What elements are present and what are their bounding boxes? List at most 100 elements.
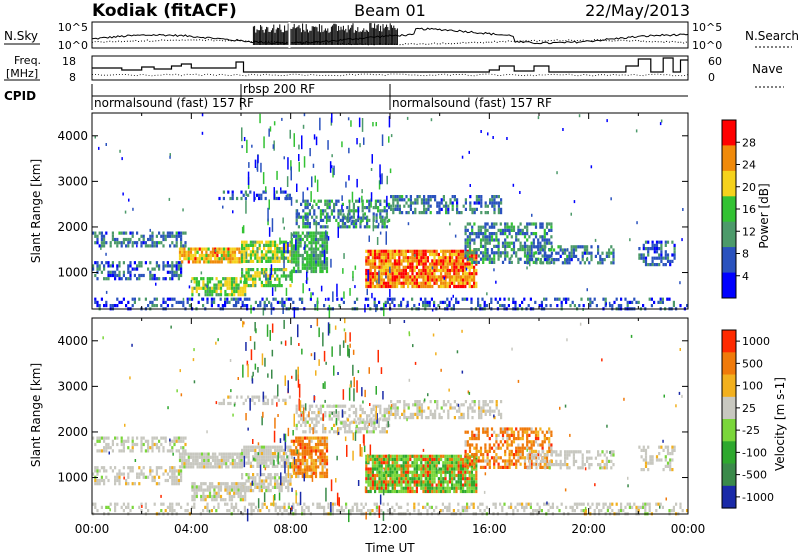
heatmap-cell [409,259,411,262]
heatmap-cell [293,453,295,456]
heatmap-cell [535,258,537,261]
freq-trace [92,58,688,72]
heatmap-cell [464,279,466,282]
heatmap-cell [425,471,427,474]
heatmap-cell [423,201,425,204]
heatmap-cell [498,248,500,251]
heatmap-cell [654,263,656,266]
heatmap-speckle [376,280,378,283]
heatmap-cell [318,206,320,209]
heatmap-cell [624,298,626,301]
heatmap-cell [238,284,240,287]
heatmap-cell [205,489,207,492]
heatmap-cell [400,250,402,253]
heatmap-cell [278,489,280,492]
heatmap-cell [460,464,462,467]
heatmap-cell [367,259,369,262]
heatmap-cell [383,458,385,461]
heatmap-cell [329,219,331,222]
heatmap-cell [353,405,355,408]
heatmap-cell [160,443,162,446]
heatmap-cell [103,268,105,271]
heatmap-cell [207,489,209,492]
heatmap-cell [400,253,402,256]
heatmap-cell [129,469,131,472]
heatmap-cell [475,480,477,483]
heatmap-cell [151,235,153,238]
heatmap-cell [407,256,409,259]
heatmap-speckle [371,168,373,171]
heatmap-speckle [385,275,387,278]
heatmap-cell [647,241,649,244]
heatmap-cell [118,264,120,267]
heatmap-cell [449,403,451,406]
heatmap-cell [405,250,407,253]
heatmap-cell [248,458,250,461]
heatmap-cell [304,456,306,459]
heatmap-cell [370,285,372,288]
heatmap-cell [550,242,552,245]
heatmap-cell [441,416,443,419]
heatmap-cell [252,465,254,468]
heatmap-cell [447,490,449,493]
heatmap-cell [399,198,401,201]
heatmap-cell [469,238,471,241]
heatmap-cell [265,241,267,244]
heatmap-cell [272,298,274,301]
heatmap-speckle [661,120,663,123]
heatmap-cell [242,498,244,501]
heatmap-cell [210,260,212,263]
heatmap-cell [283,479,285,482]
heatmap-cell [561,304,563,307]
heatmap-cell [158,466,160,469]
heatmap-cell [455,461,457,464]
heatmap-cell [343,425,345,428]
heatmap-cell [154,304,156,307]
heatmap-cell [182,449,184,452]
heatmap-cell [311,421,313,424]
heatmap-cell [105,301,107,304]
heatmap-cell [198,489,200,492]
heatmap-cell [121,277,123,280]
heatmap-cell [500,208,502,211]
heatmap-cell [460,477,462,480]
heatmap-cell [200,489,202,492]
heatmap-cell [452,205,454,208]
heatmap-cell [281,458,283,461]
heatmap-cell [643,260,645,263]
heatmap-cell [221,459,223,462]
heatmap-cell [410,413,412,416]
heatmap-cell [429,275,431,278]
heatmap-cell [306,251,308,254]
heatmap-cell [233,495,235,498]
heatmap-cell [427,208,429,211]
heatmap-cell [424,304,426,307]
heatmap-cell [416,477,418,480]
heatmap-cell [466,484,468,487]
heatmap-cell [475,490,477,493]
heatmap-cell [438,211,440,214]
heatmap-cell [250,446,252,449]
heatmap-cell [431,458,433,461]
heatmap-cell [232,194,234,197]
heatmap-cell [179,459,181,462]
heatmap-cell [103,449,105,452]
heatmap-cell [183,462,185,465]
heatmap-cell [243,250,245,253]
heatmap-cell [467,440,469,443]
heatmap-cell [411,455,413,458]
heatmap-cell [283,452,285,455]
heatmap-cell [254,253,256,256]
heatmap-cell [211,287,213,290]
heatmap-cell [557,258,559,261]
heatmap-cell [378,425,380,428]
heatmap-cell [477,304,479,307]
heatmap-cell [398,272,400,275]
heatmap-cell [224,498,226,501]
heatmap-cell [387,468,389,471]
heatmap-cell [123,473,125,476]
heatmap-cell [261,458,263,461]
heatmap-cell [208,462,210,465]
heatmap-cell [407,266,409,269]
heatmap-cell [364,427,366,430]
